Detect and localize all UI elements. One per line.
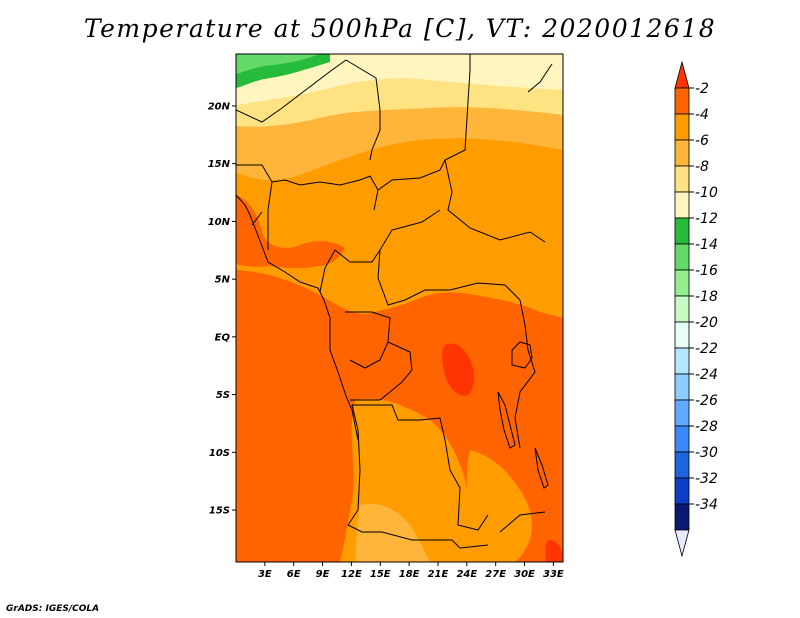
grads-credit: GrADS: IGES/COLA	[6, 604, 100, 614]
lon-tick-label: 3E	[258, 569, 272, 580]
colorbar-swatch	[674, 477, 690, 505]
colorbar-label: -22	[695, 341, 718, 357]
colorbar-swatch	[674, 113, 690, 141]
longitude-axis: 3E 6E 9E 12E 15E 18E 21E 24E 27E 30E 33E	[258, 562, 564, 580]
lat-tick-label: 5S	[216, 390, 230, 401]
colorbar-swatch	[674, 321, 690, 349]
colorbar-label: -34	[695, 497, 718, 513]
colorbar-swatch	[674, 399, 690, 427]
colorbar-swatch	[674, 191, 690, 219]
lon-tick-label: 24E	[456, 569, 477, 580]
latitude-axis: 20N 15N 10N 5N EQ 5S 10S 15S	[208, 101, 236, 517]
colorbar-label: -26	[695, 393, 718, 409]
colorbar-swatch	[674, 243, 690, 271]
colorbar-label: -2	[695, 81, 709, 97]
colorbar-lower-arrow	[674, 529, 690, 558]
lon-tick-label: 21E	[428, 569, 449, 580]
colorbar-swatch	[674, 139, 690, 167]
country-borders	[236, 54, 553, 549]
colorbar-upper-arrow	[674, 60, 690, 89]
lake-victoria	[511, 341, 533, 369]
colorbar-swatch	[674, 87, 690, 115]
lat-tick-label: 15N	[208, 159, 231, 170]
colorbar-swatch	[674, 165, 690, 193]
colorbar-swatch	[674, 451, 690, 479]
colorbar-label: -32	[695, 471, 718, 487]
lon-tick-label: 18E	[399, 569, 420, 580]
lon-tick-label: 15E	[370, 569, 391, 580]
colorbar-label: -16	[695, 263, 718, 279]
coastline-west	[236, 194, 359, 441]
colorbar-label: -6	[695, 133, 709, 149]
border-lines	[236, 54, 546, 549]
colorbar-label: -4	[695, 107, 709, 123]
band-minus-16	[236, 54, 320, 74]
colorbar-swatch	[674, 217, 690, 245]
lat-tick-label: EQ	[215, 332, 231, 343]
lat-tick-label: 5N	[215, 275, 231, 286]
lat-tick-label: 10S	[209, 448, 230, 459]
lat-tick-label: 20N	[208, 101, 231, 112]
colorbar-swatch	[674, 503, 690, 531]
temperature-field	[236, 54, 563, 562]
core-minus-2-se	[545, 540, 563, 562]
colorbar-swatch	[674, 425, 690, 453]
map-frame	[235, 53, 564, 563]
colorbar-swatch	[674, 269, 690, 297]
colorbar-label: -10	[695, 185, 718, 201]
lat-tick-label: 15S	[209, 506, 230, 517]
colorbar-label: -20	[695, 315, 718, 331]
band-minus-12-light	[236, 54, 563, 105]
patch-minus-6-east	[466, 450, 532, 562]
lon-tick-label: 33E	[543, 569, 564, 580]
colorbar-swatch	[674, 295, 690, 323]
colorbar-label: -24	[695, 367, 718, 383]
red-sea-coast	[527, 63, 553, 93]
colorbar-swatch	[674, 347, 690, 375]
lake-tanganyika	[497, 391, 516, 449]
map-title: Temperature at 500hPa [C], VT: 202001261…	[83, 14, 717, 43]
core-minus-2-congo	[442, 343, 474, 396]
colorbar-label: -28	[695, 419, 718, 435]
patch-minus-6-south	[355, 503, 430, 562]
colorbar-label: -30	[695, 445, 718, 461]
lake-malawi	[534, 447, 549, 489]
colorbar: -2 -4 -6 -8 -10 -12 -14 -16 -18 -20 -22 -24 -26 -28 -3…	[674, 60, 718, 558]
lon-tick-label: 9E	[316, 569, 330, 580]
lon-tick-label: 27E	[485, 569, 506, 580]
lon-tick-label: 6E	[287, 569, 301, 580]
lat-tick-label: 10N	[208, 217, 231, 228]
colorbar-swatch	[674, 373, 690, 401]
lon-tick-label: 12E	[341, 569, 362, 580]
colorbar-label: -12	[695, 211, 718, 227]
colorbar-label: -8	[695, 159, 709, 175]
lon-tick-label: 30E	[514, 569, 535, 580]
colorbar-label: -14	[695, 237, 718, 253]
colorbar-label: -18	[695, 289, 718, 305]
